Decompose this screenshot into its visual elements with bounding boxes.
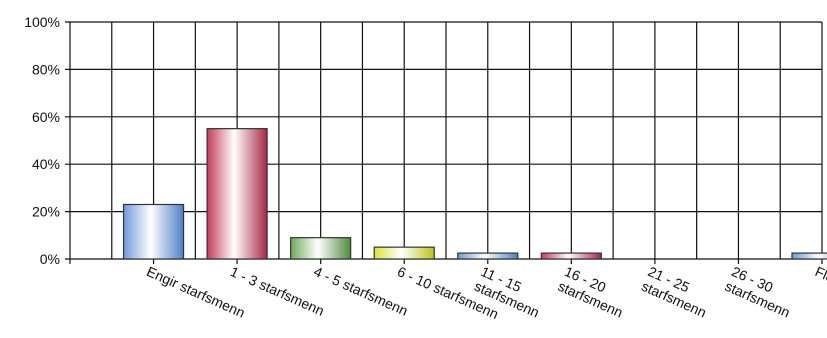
y-tick-label: 100% <box>24 14 60 30</box>
x-category-label: 4 - 5 starfsmenn <box>311 263 410 319</box>
bar <box>791 252 827 260</box>
y-tick-label: 60% <box>32 109 60 125</box>
bar <box>122 203 185 260</box>
x-category-label: 16 - 20starfsmenn <box>556 263 632 320</box>
x-category-label: Fleiri <box>813 263 827 290</box>
y-tick-label: 20% <box>32 204 60 220</box>
bar <box>457 252 519 260</box>
bar <box>373 246 435 260</box>
grid <box>65 21 823 264</box>
y-axis-ticks: 0% 20% 40% 60% 80% 100% <box>24 14 60 267</box>
bars <box>122 128 827 260</box>
x-category-label: 26 - 30starfsmenn <box>723 263 799 320</box>
y-tick-label: 40% <box>32 156 60 172</box>
bar <box>290 237 352 260</box>
bar <box>206 128 268 260</box>
y-tick-label: 80% <box>32 61 60 77</box>
bar <box>540 252 602 260</box>
x-category-label: 21 - 25starfsmenn <box>639 263 715 320</box>
y-tick-label: 0% <box>40 251 60 267</box>
